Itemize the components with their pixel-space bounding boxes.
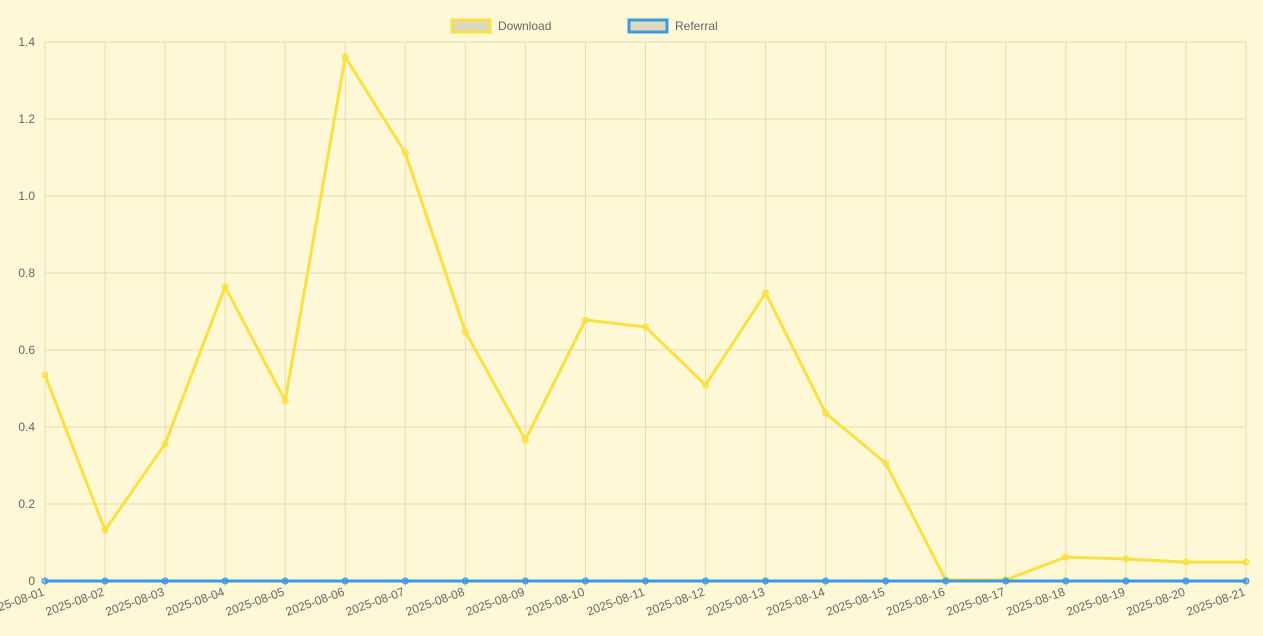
point — [1002, 577, 1010, 585]
point — [41, 577, 49, 585]
point — [221, 283, 229, 291]
point — [1122, 577, 1130, 585]
point — [161, 440, 169, 448]
legend-item: Referral — [627, 18, 718, 34]
point — [822, 409, 830, 417]
x-tick-label: 2025-08-07 — [344, 585, 407, 619]
legend-item: Download — [450, 18, 551, 34]
point — [942, 577, 950, 585]
point — [642, 323, 649, 331]
legend-swatch — [450, 18, 492, 34]
x-tick-label: 2025-08-16 — [884, 585, 947, 619]
point — [521, 577, 529, 585]
point — [341, 53, 349, 61]
point — [521, 436, 529, 444]
x-tick-label: 2025-08-13 — [704, 585, 767, 619]
x-tick-label: 2025-08-08 — [404, 585, 467, 619]
x-tick-label: 2025-08-05 — [224, 585, 287, 619]
point — [221, 577, 229, 585]
y-tick-label: 1.0 — [18, 189, 35, 203]
legend-label: Referral — [675, 19, 718, 33]
x-tick-label: 2025-08-21 — [1185, 585, 1248, 619]
x-tick-label: 2025-08-04 — [164, 585, 227, 619]
y-tick-label: 0.6 — [18, 343, 35, 357]
x-tick-label: 2025-08-03 — [104, 585, 167, 619]
point — [1242, 577, 1250, 585]
point — [161, 577, 169, 585]
x-tick-label: 2025-08-06 — [284, 585, 347, 619]
point — [882, 459, 890, 467]
point — [702, 577, 710, 585]
point — [822, 577, 830, 585]
point — [401, 149, 409, 157]
point — [1242, 558, 1250, 566]
legend-label: Download — [498, 19, 551, 33]
x-tick-label: 2025-08-15 — [824, 585, 887, 619]
y-tick-label: 0.4 — [18, 420, 35, 434]
point — [101, 577, 109, 585]
point — [1182, 558, 1190, 566]
x-tick-label: 2025-08-01 — [0, 585, 46, 619]
y-tick-label: 1.2 — [18, 112, 35, 126]
point — [581, 316, 589, 324]
point — [1182, 577, 1190, 585]
x-tick-label: 2025-08-20 — [1124, 585, 1187, 619]
x-tick-label: 2025-08-12 — [644, 585, 707, 619]
point — [281, 577, 289, 585]
point — [341, 577, 349, 585]
point — [762, 289, 770, 297]
point — [101, 526, 109, 534]
x-tick-label: 2025-08-14 — [764, 585, 827, 619]
legend-swatch — [627, 18, 669, 34]
point — [461, 328, 469, 336]
point — [702, 381, 710, 389]
point — [762, 577, 770, 585]
point — [41, 371, 49, 379]
point — [1122, 555, 1130, 563]
point — [642, 577, 649, 585]
point — [1062, 553, 1070, 561]
x-tick-label: 2025-08-18 — [1004, 585, 1067, 619]
x-tick-label: 2025-08-17 — [944, 585, 1007, 619]
point — [281, 397, 289, 405]
y-tick-label: 0.2 — [18, 497, 35, 511]
point — [581, 577, 589, 585]
y-tick-label: 0.8 — [18, 266, 35, 280]
x-tick-label: 2025-08-11 — [585, 585, 647, 619]
point — [882, 577, 890, 585]
x-tick-label: 2025-08-09 — [464, 585, 527, 619]
point — [401, 577, 409, 585]
x-tick-label: 2025-08-19 — [1064, 585, 1127, 619]
y-tick-label: 0 — [28, 574, 35, 588]
point — [1062, 577, 1070, 585]
x-tick-label: 2025-08-02 — [44, 585, 107, 619]
x-tick-label: 2025-08-10 — [524, 585, 587, 619]
point — [461, 577, 469, 585]
y-tick-label: 1.4 — [18, 35, 35, 49]
